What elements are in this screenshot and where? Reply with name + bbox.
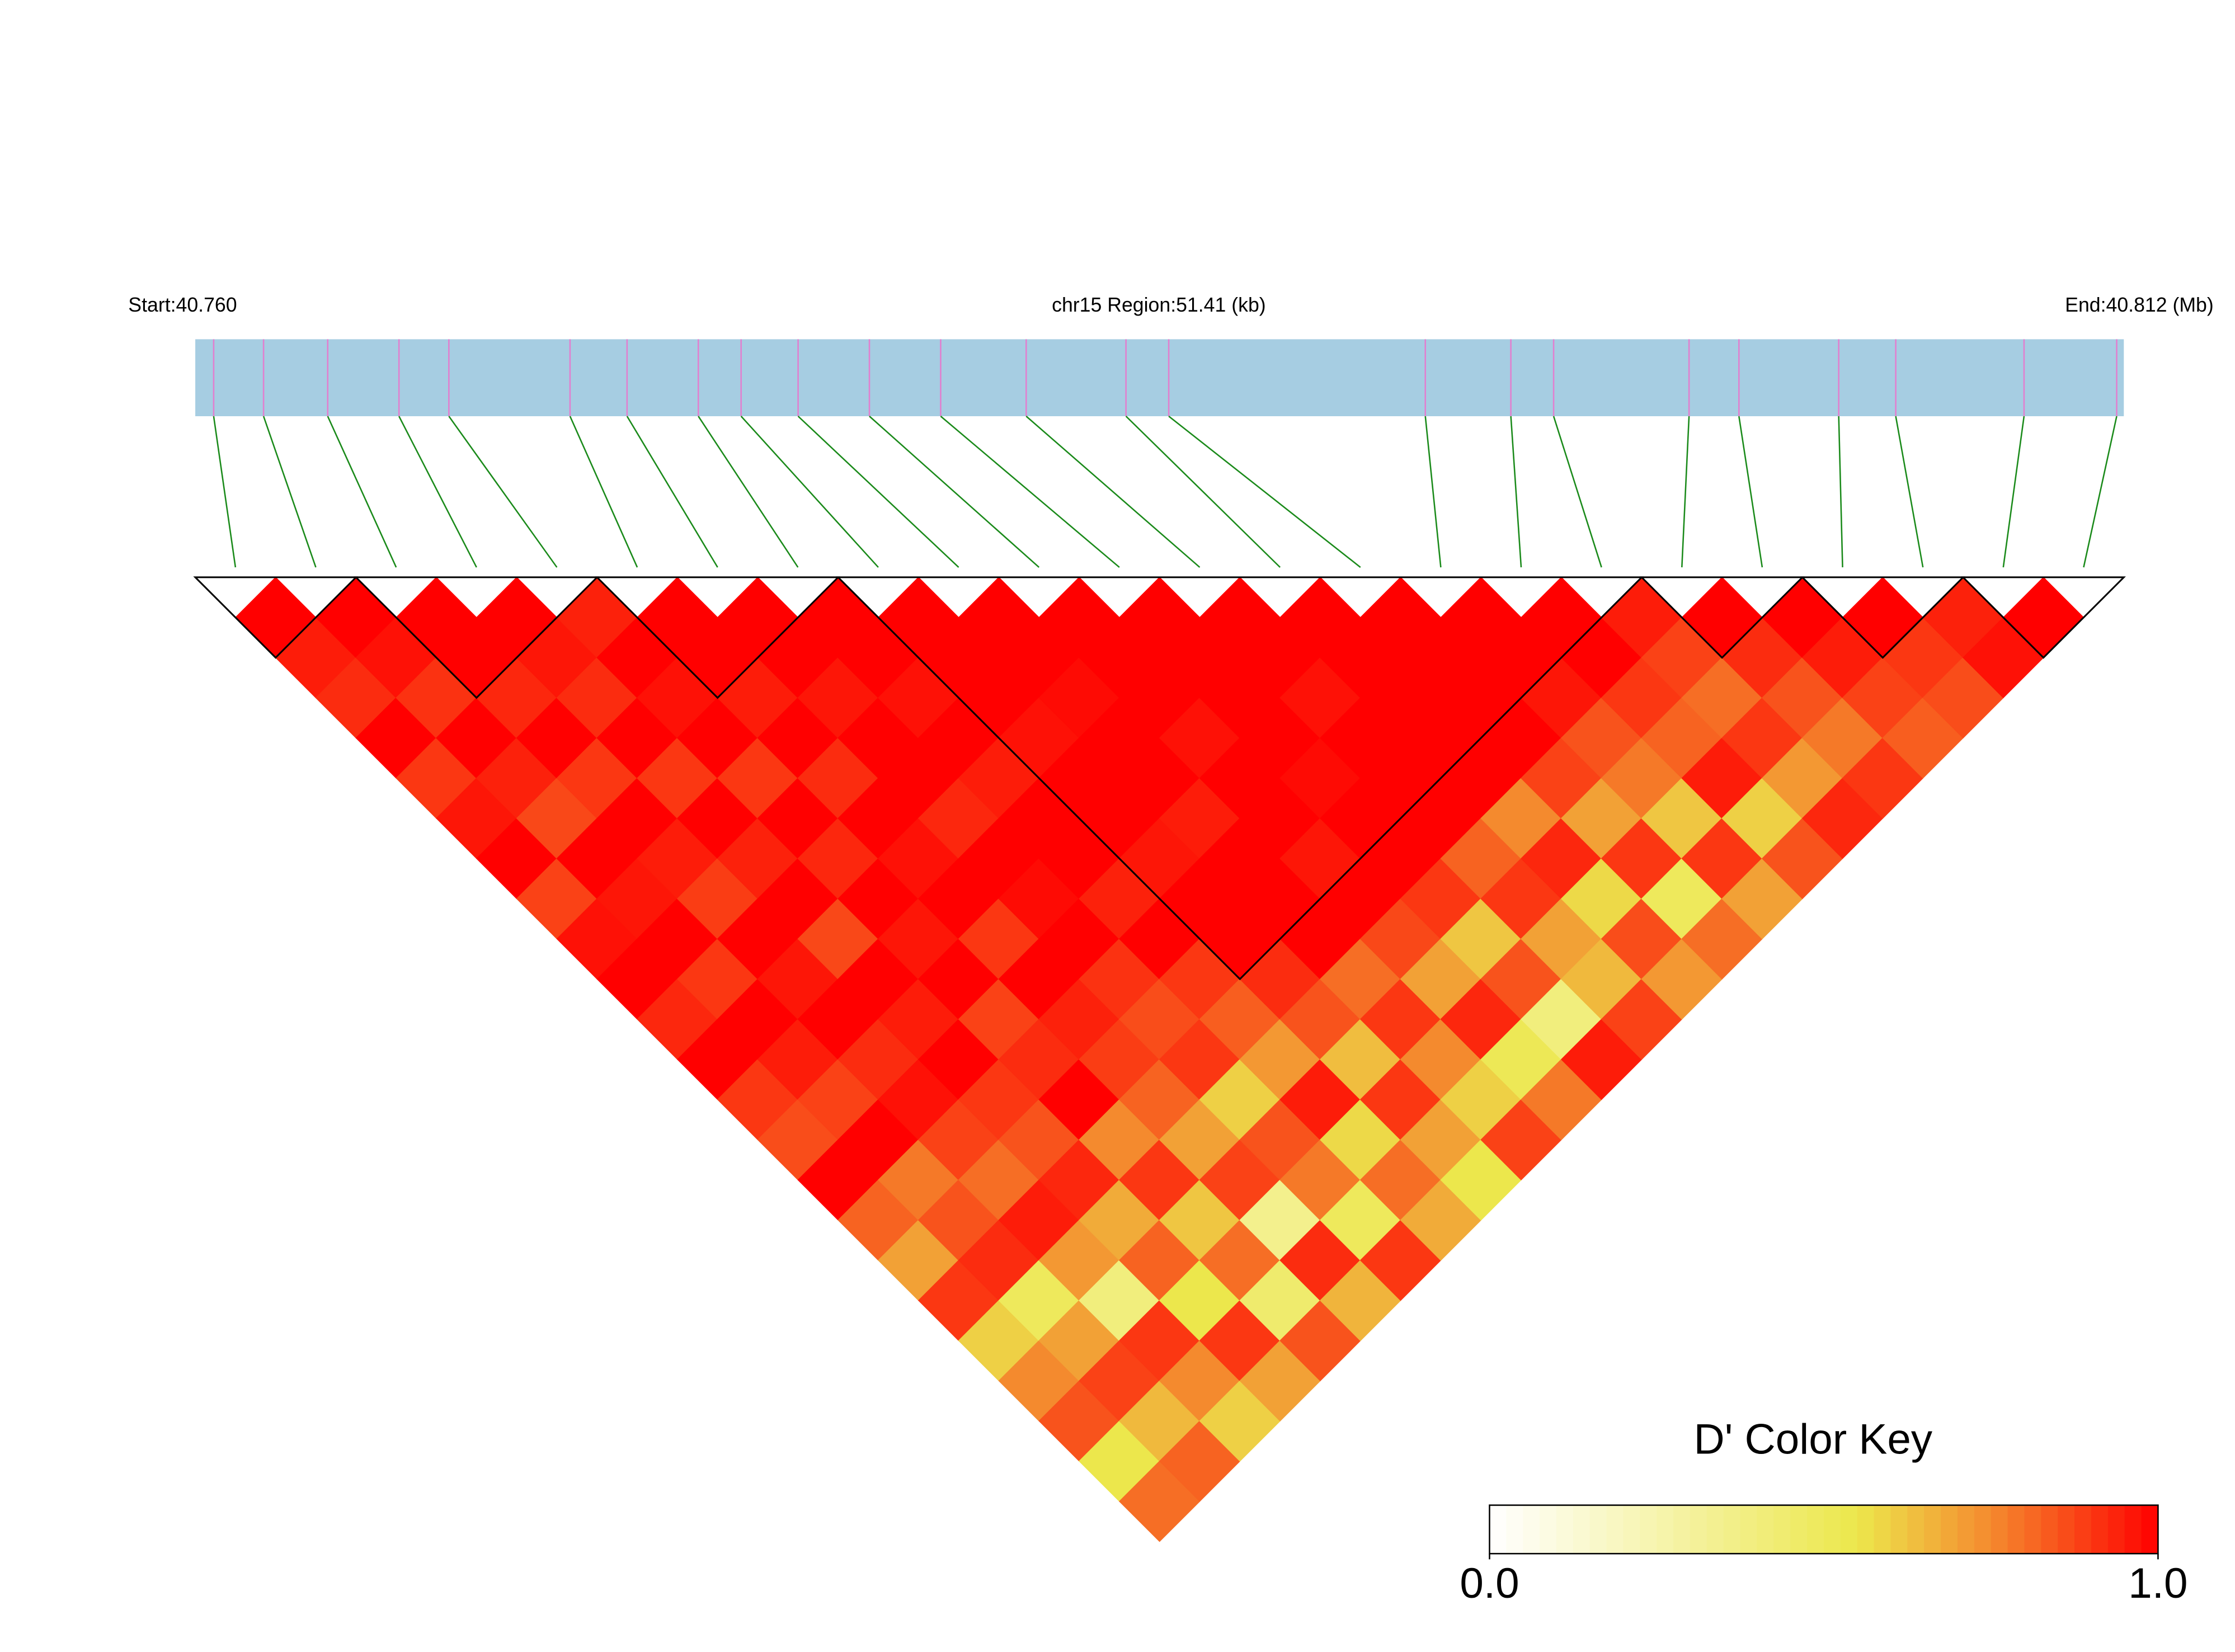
snp-link [1424, 416, 1442, 568]
snp-link [1681, 416, 1690, 568]
snp-link [1510, 416, 1522, 568]
key-swatch [1723, 1505, 1741, 1554]
key-swatch [1540, 1505, 1557, 1554]
key-swatch [1957, 1505, 1975, 1554]
key-swatch [2107, 1505, 2125, 1554]
snp-link [740, 416, 879, 568]
ld-block [1639, 576, 1805, 659]
key-swatch [1823, 1505, 1841, 1554]
key-swatch [2041, 1505, 2058, 1554]
key-swatch [1857, 1505, 1875, 1554]
key-swatch [2091, 1505, 2109, 1554]
snp-link [698, 416, 799, 568]
key-swatch [1924, 1505, 1941, 1554]
key-swatch [1506, 1505, 1523, 1554]
key-swatch [2058, 1505, 2075, 1554]
key-swatch [1573, 1505, 1591, 1554]
key-swatch [1640, 1505, 1657, 1554]
key-swatch [1807, 1505, 1824, 1554]
ld-block [1961, 576, 2126, 659]
key-tick-label: 0.0 [1460, 1560, 1519, 1607]
snp-link [1838, 416, 1843, 568]
position-bar [195, 339, 2124, 416]
key-swatch [1523, 1505, 1540, 1554]
key-title: D' Color Key [1694, 1416, 1933, 1463]
snp-link [1168, 415, 1361, 568]
key-swatch [2024, 1505, 2042, 1554]
key-swatch [1589, 1505, 1607, 1554]
key-swatch [1673, 1505, 1691, 1554]
snp-link [262, 416, 317, 568]
ld-block [1800, 576, 1965, 659]
snp-link [940, 416, 1120, 568]
ld-block [836, 576, 1644, 981]
snp-link [2083, 416, 2118, 568]
key-swatch [1974, 1505, 1992, 1554]
key-swatch [1690, 1505, 1707, 1554]
snp-link [1895, 416, 1924, 568]
key-swatch [1907, 1505, 1925, 1554]
key-frame [1489, 1504, 2159, 1555]
key-swatch [2141, 1505, 2159, 1554]
snp-link [448, 416, 558, 568]
key-swatch [1706, 1505, 1724, 1554]
key-swatch [1790, 1505, 1808, 1554]
snp-link [626, 416, 718, 568]
snp-link [398, 416, 477, 568]
key-swatch [1489, 1505, 1507, 1554]
key-swatch [1757, 1505, 1775, 1554]
snp-link [2002, 416, 2025, 568]
key-swatch [2007, 1505, 2025, 1554]
key-swatch [1991, 1505, 2008, 1554]
snp-link [1552, 416, 1602, 568]
key-swatch [1556, 1505, 1574, 1554]
snp-link [869, 416, 1040, 568]
key-tick-label: 1.0 [2128, 1560, 2187, 1607]
key-swatch [2124, 1505, 2142, 1554]
key-swatch [1840, 1505, 1858, 1554]
key-swatch [1941, 1505, 1958, 1554]
key-swatch [1773, 1505, 1791, 1554]
snp-link [1025, 416, 1201, 568]
snp-link [327, 416, 397, 568]
end-label: End:40.812 (Mb) [2065, 294, 2214, 316]
key-swatch [1890, 1505, 1908, 1554]
key-swatch [1606, 1505, 1624, 1554]
ld-block [354, 576, 599, 699]
snp-link [569, 416, 638, 568]
key-swatch [1623, 1505, 1641, 1554]
start-label: Start:40.760 [128, 294, 237, 316]
ld-block [193, 576, 359, 659]
chart-title: chr15 Region:51.41 (kb) [1052, 294, 1266, 316]
key-swatch [1740, 1505, 1758, 1554]
snp-link [213, 416, 237, 568]
key-swatch [1874, 1505, 1891, 1554]
snp-link [1125, 416, 1281, 568]
key-swatch [2074, 1505, 2092, 1554]
key-swatch [1657, 1505, 1674, 1554]
ld-block [595, 576, 840, 699]
snp-link [1738, 416, 1763, 568]
snp-link [797, 416, 959, 568]
